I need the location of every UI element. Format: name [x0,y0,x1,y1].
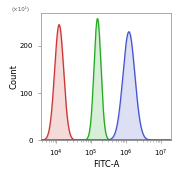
Y-axis label: Count: Count [9,64,18,89]
X-axis label: FITC-A: FITC-A [93,160,119,169]
Text: (×10¹): (×10¹) [12,6,30,12]
